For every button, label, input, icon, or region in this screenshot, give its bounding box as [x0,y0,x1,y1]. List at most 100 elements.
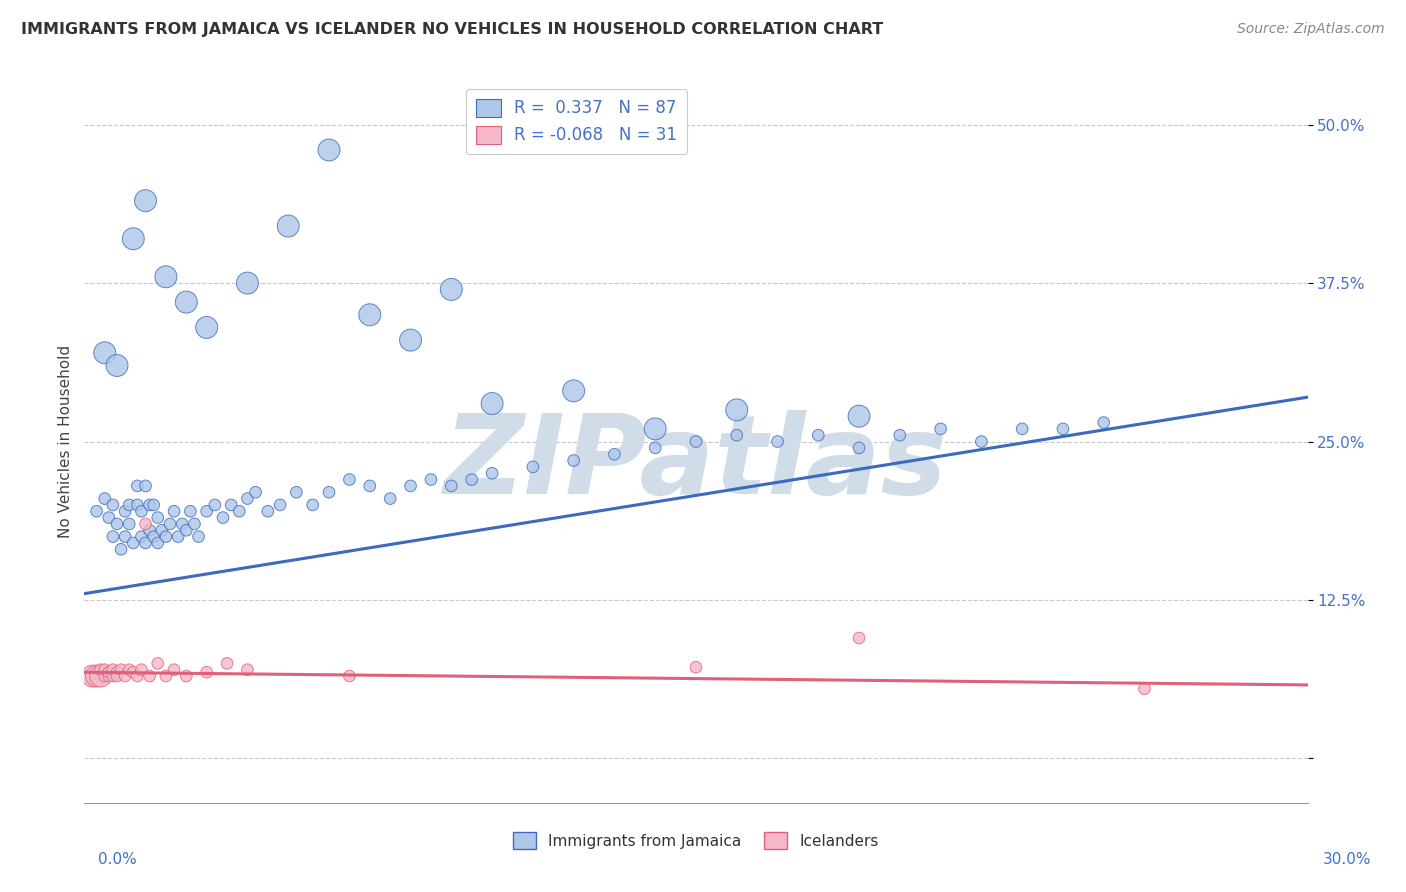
Point [138,669,160,683]
Point [127,669,149,683]
Point [146,536,169,550]
Point [399,479,422,493]
Point [1133,681,1156,696]
Point [195,504,218,518]
Point [122,665,145,680]
Point [163,504,186,518]
Point [212,510,235,524]
Point [285,485,308,500]
Point [359,308,381,322]
Point [93,346,115,360]
Point [257,504,280,518]
Point [685,434,707,449]
Point [301,498,323,512]
Point [848,409,870,424]
Point [159,516,181,531]
Point [179,504,201,518]
Point [101,498,124,512]
Point [644,422,666,436]
Text: 30.0%: 30.0% [1323,852,1371,867]
Point [97,665,120,680]
Point [114,530,136,544]
Text: Source: ZipAtlas.com: Source: ZipAtlas.com [1237,22,1385,37]
Point [481,467,503,481]
Point [101,669,124,683]
Point [380,491,402,506]
Point [174,295,197,310]
Point [138,498,160,512]
Point [183,516,205,531]
Point [155,530,177,544]
Point [236,276,259,290]
Point [929,422,952,436]
Point [146,510,169,524]
Point [603,447,626,461]
Point [167,530,190,544]
Point [135,194,157,208]
Point [277,219,299,233]
Point [1011,422,1033,436]
Point [135,479,157,493]
Point [105,359,128,373]
Point [142,498,165,512]
Point [174,523,197,537]
Point [1052,422,1074,436]
Point [146,657,169,671]
Point [155,669,177,683]
Point [522,459,544,474]
Point [1092,416,1115,430]
Point [86,669,108,683]
Point [461,473,484,487]
Point [848,631,870,645]
Point [110,663,132,677]
Point [135,516,157,531]
Point [725,402,748,417]
Point [339,669,361,683]
Text: ZIPatlas: ZIPatlas [444,409,948,516]
Point [150,523,173,537]
Point [131,504,153,518]
Text: 0.0%: 0.0% [98,852,138,867]
Point [105,516,128,531]
Point [440,479,463,493]
Point [339,473,361,487]
Point [174,669,197,683]
Point [481,396,503,410]
Point [245,485,267,500]
Point [807,428,830,442]
Point [420,473,443,487]
Point [204,498,226,512]
Point [269,498,291,512]
Point [127,498,149,512]
Text: IMMIGRANTS FROM JAMAICA VS ICELANDER NO VEHICLES IN HOUSEHOLD CORRELATION CHART: IMMIGRANTS FROM JAMAICA VS ICELANDER NO … [21,22,883,37]
Point [127,479,149,493]
Point [172,516,194,531]
Point [187,530,209,544]
Point [848,441,870,455]
Point [101,663,124,677]
Point [766,434,789,449]
Point [101,530,124,544]
Point [135,536,157,550]
Point [217,657,239,671]
Point [131,663,153,677]
Point [131,530,153,544]
Point [399,333,422,347]
Point [93,669,115,683]
Point [155,269,177,284]
Point [114,504,136,518]
Point [562,453,585,467]
Point [685,660,707,674]
Point [90,663,112,677]
Point [82,669,104,683]
Point [93,663,115,677]
Point [97,669,120,683]
Point [970,434,993,449]
Point [90,669,112,683]
Point [219,498,242,512]
Point [122,536,145,550]
Point [228,504,250,518]
Point [195,665,218,680]
Point [644,441,666,455]
Point [118,516,141,531]
